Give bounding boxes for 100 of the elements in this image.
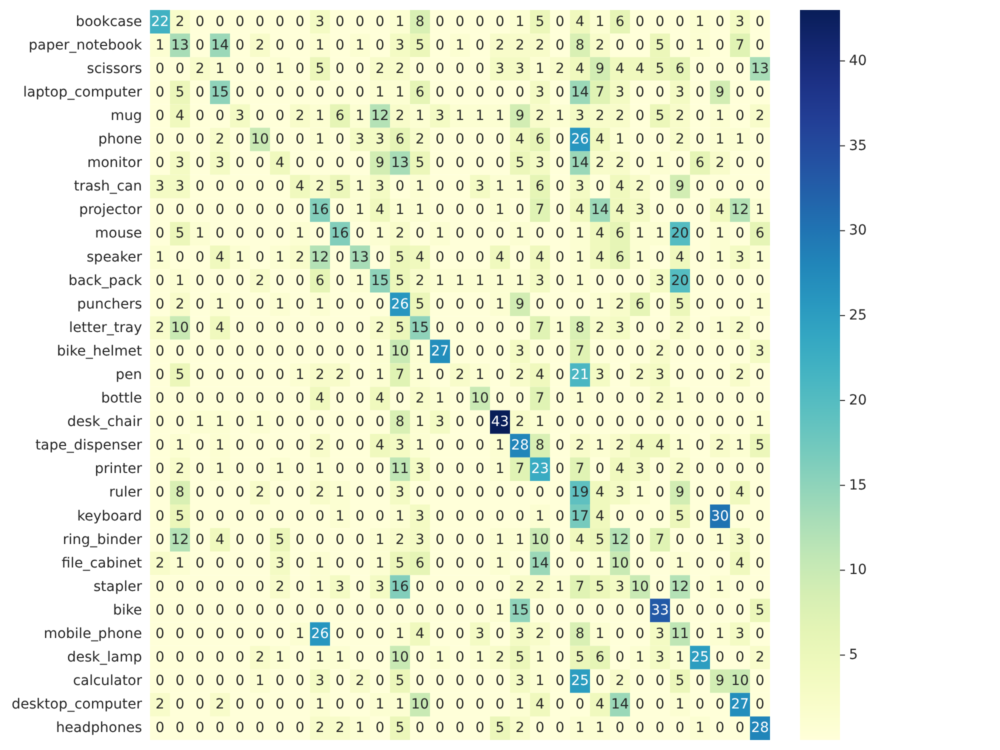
data-label: 0	[696, 343, 704, 360]
data-label: 0	[656, 202, 664, 218]
data-label: 0	[676, 14, 684, 30]
data-label: 1	[196, 226, 204, 242]
data-label: 0	[176, 343, 184, 360]
data-label: 5	[676, 673, 684, 690]
data-label: 5	[656, 37, 664, 54]
data-label: 0	[316, 155, 324, 172]
data-label: 1	[716, 108, 724, 124]
data-label: 2	[576, 438, 584, 454]
data-label: 0	[716, 37, 724, 54]
data-label: 0	[716, 390, 724, 407]
data-label: 0	[456, 296, 464, 312]
data-label: 1	[216, 438, 224, 454]
data-label: 0	[476, 578, 484, 595]
data-label: 2	[316, 484, 324, 501]
data-label: 0	[556, 508, 564, 524]
data-label: 0	[256, 155, 264, 172]
data-label: 0	[336, 202, 344, 218]
data-label: 6	[416, 84, 425, 100]
data-label: 0	[236, 626, 244, 642]
data-label: 2	[256, 37, 264, 54]
data-label: 1	[716, 249, 724, 266]
data-label: 0	[256, 320, 264, 336]
data-label: 0	[676, 414, 684, 430]
data-label: 3	[516, 60, 524, 77]
data-label: 5	[676, 508, 684, 524]
data-label: 0	[236, 132, 244, 148]
data-label: 4	[596, 226, 605, 242]
data-label: 0	[456, 60, 464, 77]
data-label: 1	[716, 226, 724, 242]
data-label: 4	[576, 202, 585, 218]
data-label: 0	[736, 60, 744, 77]
data-label: 7	[736, 37, 744, 54]
data-label: 8	[416, 14, 424, 30]
data-label: 0	[236, 532, 244, 548]
data-label: 0	[436, 555, 444, 572]
data-label: 1	[496, 272, 504, 289]
data-label: 4	[576, 14, 585, 30]
data-label: 2	[416, 390, 424, 407]
data-label: 0	[556, 532, 564, 548]
data-label: 0	[616, 272, 624, 289]
data-label: 3	[416, 532, 424, 548]
data-label: 28	[751, 720, 769, 736]
data-label: 1	[756, 202, 764, 218]
data-label: 6	[756, 226, 765, 242]
data-label: 0	[656, 484, 664, 501]
data-label: 2	[676, 132, 684, 148]
data-label: 0	[236, 578, 244, 595]
data-label: 2	[676, 461, 684, 478]
data-label: 0	[496, 673, 504, 690]
data-label: 0	[496, 14, 504, 30]
data-label: 0	[756, 272, 764, 289]
data-label: 0	[256, 508, 264, 524]
data-label: 5	[316, 60, 324, 77]
data-label: 0	[376, 626, 384, 642]
data-label: 2	[496, 650, 504, 666]
data-label: 0	[276, 626, 284, 642]
data-label: 3	[536, 155, 544, 172]
data-label: 10	[251, 132, 269, 148]
data-label: 0	[276, 484, 284, 501]
data-label: 1	[476, 650, 484, 666]
data-label: 1	[356, 108, 364, 124]
data-label: 1	[496, 532, 504, 548]
data-label: 2	[396, 226, 404, 242]
data-label: 7	[516, 461, 524, 478]
data-label: 0	[156, 272, 164, 289]
data-label: 0	[736, 650, 744, 666]
data-label: 0	[556, 226, 564, 242]
data-label: 2	[276, 578, 284, 595]
data-label: 0	[336, 602, 344, 618]
data-label: 0	[356, 438, 364, 454]
data-label: 5	[336, 178, 344, 195]
data-label: 0	[756, 155, 764, 172]
data-label: 0	[656, 296, 664, 312]
data-label: 15	[211, 84, 229, 100]
data-label: 0	[236, 272, 244, 289]
data-label: 0	[736, 414, 744, 430]
data-label: 0	[636, 626, 644, 642]
data-label: 0	[476, 696, 484, 713]
data-label: 4	[636, 60, 645, 77]
data-label: 6	[396, 132, 405, 148]
data-label: 1	[496, 202, 504, 218]
data-label: 1	[576, 226, 584, 242]
y-tick-label: phone	[98, 132, 142, 148]
data-label: 0	[216, 720, 224, 736]
data-label: 1	[456, 37, 464, 54]
data-label: 0	[276, 84, 284, 100]
data-label: 0	[636, 602, 644, 618]
data-label: 0	[256, 578, 264, 595]
data-label: 0	[256, 555, 264, 572]
data-label: 2	[156, 320, 164, 336]
data-label: 0	[256, 367, 264, 383]
data-label: 4	[276, 155, 285, 172]
data-label: 0	[736, 272, 744, 289]
data-label: 0	[276, 226, 284, 242]
data-label: 0	[196, 249, 204, 266]
data-label: 1	[456, 108, 464, 124]
data-label: 0	[556, 296, 564, 312]
data-label: 0	[556, 602, 564, 618]
